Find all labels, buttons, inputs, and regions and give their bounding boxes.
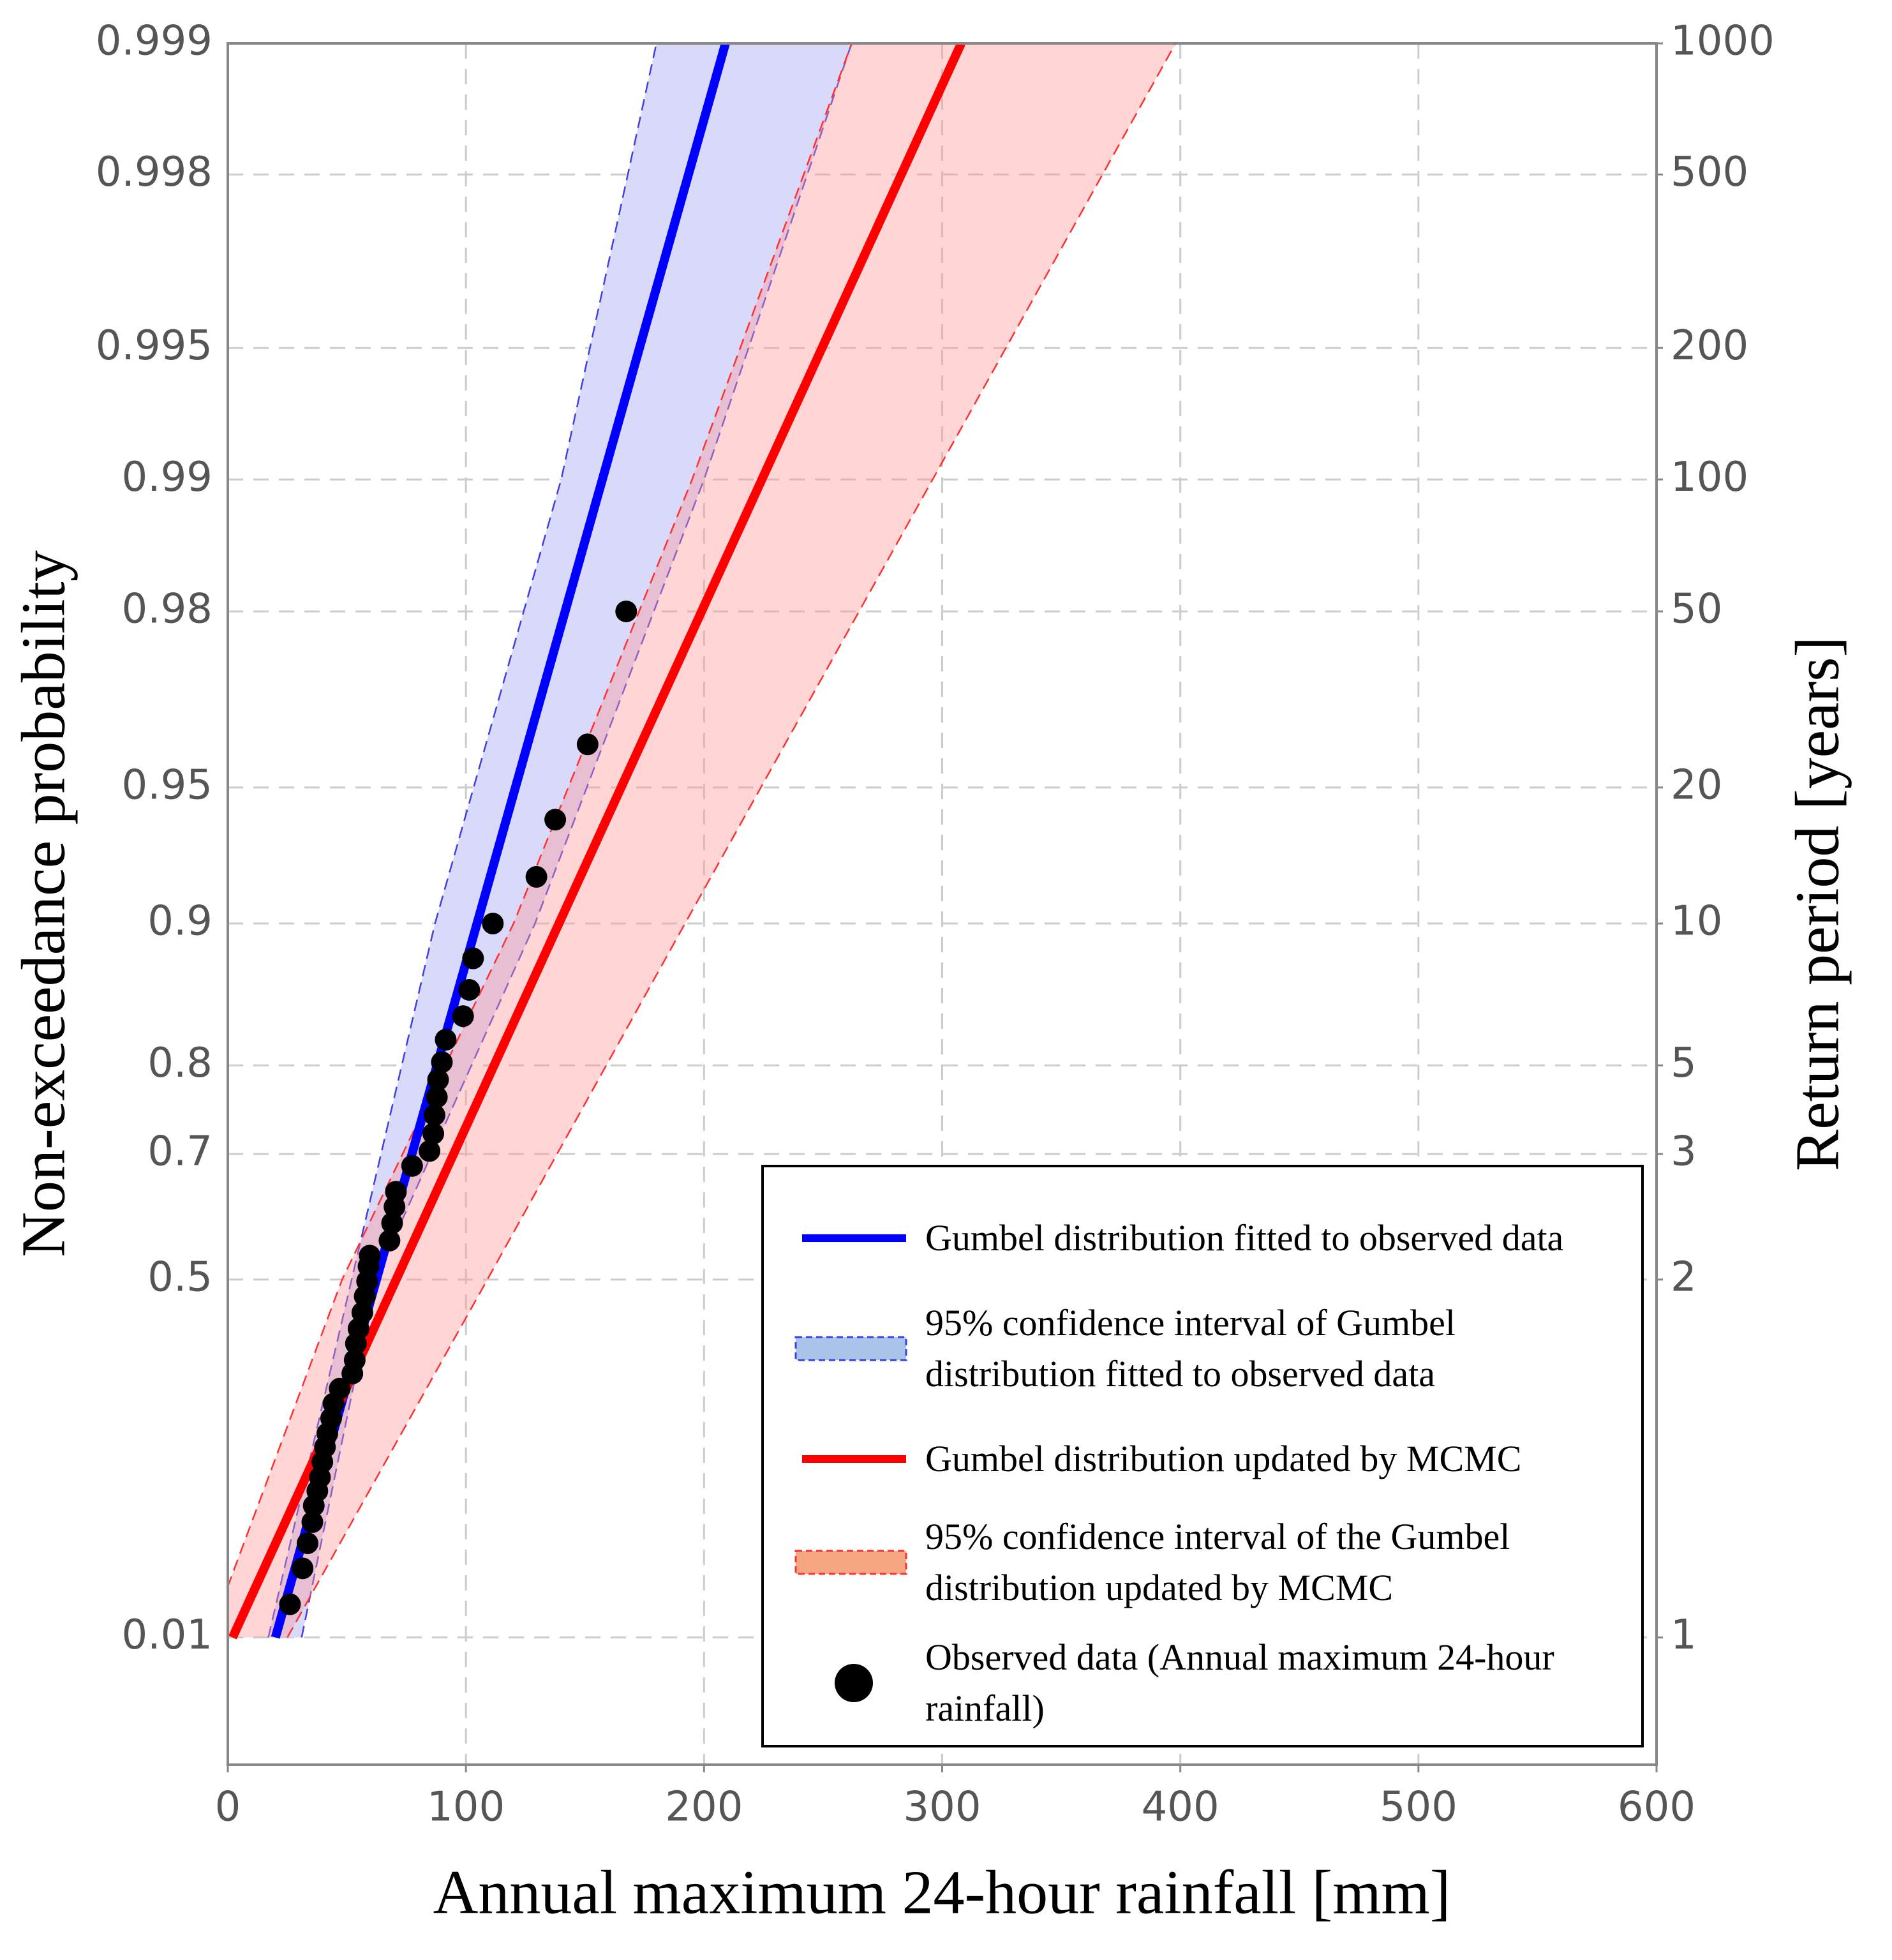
legend-label: 95% confidence interval of the Gumbel di… (925, 1516, 1510, 1608)
observed-point (452, 1005, 474, 1028)
y2-tick-label: 10 (1671, 898, 1722, 945)
legend-label-wrap: Gumbel distribution updated by MCMC (925, 1402, 1627, 1516)
observed-point (426, 1086, 448, 1109)
observed-point (359, 1245, 381, 1267)
observed-point (301, 1511, 324, 1533)
x-tick-label: 400 (1142, 1784, 1219, 1831)
legend-label-wrap: 95% confidence interval of Gumbel distri… (925, 1291, 1627, 1406)
band-lower-edge (267, 43, 657, 1638)
observed-point (435, 1029, 457, 1051)
y2-tick-label: 100 (1671, 454, 1748, 501)
y2-tick-label: 1 (1671, 1612, 1697, 1659)
x-tick-label: 500 (1380, 1784, 1457, 1831)
observed-point (343, 1349, 366, 1372)
y-axis-title: Non-exceedance probability (9, 550, 78, 1257)
y-tick-label: 0.9 (147, 898, 212, 945)
observed-point (431, 1051, 453, 1074)
observed-point (385, 1181, 407, 1203)
band-lower-edge (228, 43, 853, 1589)
confidence-band (228, 43, 1176, 1638)
observed-point (297, 1532, 319, 1554)
legend-box (761, 1165, 1644, 1747)
legend-label-wrap: Gumbel distribution fitted to observed d… (925, 1181, 1627, 1296)
observed-point (378, 1229, 401, 1252)
observed-point (329, 1377, 351, 1400)
y-tick-label: 0.995 (96, 322, 212, 370)
observed-point (381, 1212, 403, 1234)
x-tick-label: 600 (1618, 1784, 1695, 1831)
legend-label: Observed data (Annual maximum 24-hour ra… (925, 1636, 1554, 1729)
y2-tick-label: 2 (1671, 1253, 1697, 1301)
observed-point (419, 1140, 441, 1162)
legend: Gumbel distribution fitted to observed d… (761, 1165, 1644, 1747)
y2-tick-label: 500 (1671, 149, 1748, 196)
y2-tick-label: 50 (1671, 586, 1722, 633)
plot-area (228, 43, 1657, 1765)
observed-point (458, 978, 480, 1001)
x-tick-label: 0 (215, 1784, 241, 1831)
legend-label-wrap: Observed data (Annual maximum 24-hour ra… (925, 1626, 1627, 1740)
y-tick-label: 0.01 (122, 1612, 213, 1659)
observed-point (462, 947, 484, 969)
legend-marker (835, 1664, 873, 1702)
legend-label-box: Gumbel distribution updated by MCMC (925, 1402, 1627, 1516)
legend-swatch (794, 1550, 907, 1575)
legend-label: Gumbel distribution updated by MCMC (925, 1438, 1522, 1479)
y-tick-label: 0.99 (122, 454, 213, 501)
y-tick-label: 0.7 (147, 1128, 212, 1176)
y-tick-label: 0.95 (122, 761, 213, 809)
observed-point (351, 1301, 373, 1324)
x-axis-title: Annual maximum 24-hour rainfall [mm] (433, 1858, 1451, 1927)
band-upper-edge (287, 43, 1177, 1638)
y-tick-label: 0.5 (147, 1253, 212, 1301)
observed-point (423, 1104, 445, 1126)
observed-point (401, 1155, 423, 1177)
observed-point (292, 1557, 314, 1580)
y-tick-label: 0.98 (122, 586, 213, 633)
observed-point (427, 1068, 449, 1091)
band-upper-edge (301, 43, 853, 1638)
observed-point (279, 1593, 301, 1615)
observed-point (482, 913, 504, 935)
y2-tick-label: 20 (1671, 761, 1722, 809)
legend-label-box: Observed data (Annual maximum 24-hour ra… (925, 1626, 1627, 1740)
legend-label-box: Gumbel distribution fitted to observed d… (925, 1181, 1627, 1296)
observed-point (615, 600, 637, 622)
observed-point (422, 1123, 445, 1145)
legend-label-wrap: 95% confidence interval of the Gumbel di… (925, 1505, 1627, 1620)
observed-point (544, 809, 567, 831)
y-tick-label: 0.8 (147, 1040, 212, 1087)
legend-label-box: 95% confidence interval of Gumbel distri… (925, 1291, 1627, 1406)
x-tick-label: 200 (665, 1784, 743, 1831)
x-tick-label: 300 (903, 1784, 981, 1831)
y2-tick-label: 3 (1671, 1128, 1697, 1176)
observed-point (576, 733, 599, 756)
x-tick-label: 100 (427, 1784, 505, 1831)
legend-label-box: 95% confidence interval of the Gumbel di… (925, 1505, 1627, 1620)
legend-label: Gumbel distribution fitted to observed d… (925, 1217, 1564, 1259)
y2-axis-title: Return period [years] (1783, 636, 1852, 1171)
observed-point (525, 865, 547, 888)
y2-tick-label: 200 (1671, 322, 1748, 370)
y2-tick-label: 5 (1671, 1040, 1697, 1087)
legend-swatch (794, 1336, 907, 1361)
legend-label: 95% confidence interval of Gumbel distri… (925, 1302, 1456, 1395)
y2-tick-label: 1000 (1671, 18, 1775, 65)
y-tick-label: 0.998 (96, 149, 212, 196)
y-tick-label: 0.999 (96, 18, 212, 65)
